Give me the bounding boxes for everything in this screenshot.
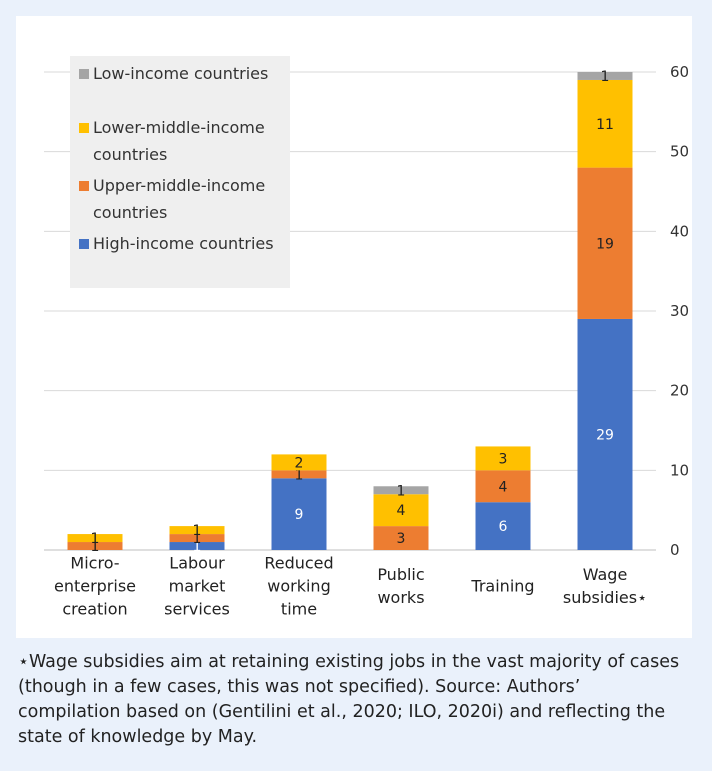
bar-segment-1-1 <box>169 534 225 543</box>
data-label-4-2: 3 <box>499 451 508 467</box>
x-category-label-3: Public works <box>377 565 424 607</box>
figure-frame: 0 10 20 30 40 50 60 1 1 Micro-enterprise creation 1… <box>6 6 706 765</box>
x-category-label-line: creation <box>62 600 127 619</box>
x-category-label-4: Training <box>470 577 534 596</box>
bar-segment-5-1 <box>577 167 633 319</box>
bar-segment-1-0 <box>169 542 225 550</box>
legend-swatch-1 <box>79 123 89 133</box>
x-category-label-line: enterprise <box>54 577 136 596</box>
bar-segment-0-1 <box>67 542 123 550</box>
data-label-0-2: 1 <box>91 531 100 547</box>
data-label-3-2: 4 <box>397 503 406 519</box>
legend-entry-2: Upper-middle-income countries <box>93 176 265 222</box>
bar-segment-3-2 <box>373 494 429 527</box>
legend-entry-0: Low-income countries <box>93 64 268 83</box>
legend-entry-line: Low-income countries <box>93 64 268 83</box>
bar-segment-2-1 <box>271 470 327 479</box>
legend-entry-line: High-income countries <box>93 234 274 253</box>
bar-segment-4-0 <box>475 502 531 550</box>
x-category-label-line: services <box>164 600 230 619</box>
x-category-label-line: Public <box>377 565 424 584</box>
y-tick-label-60: 60 <box>670 63 689 81</box>
bar-segment-4-1 <box>475 470 531 503</box>
y-tick-label-40: 40 <box>670 222 689 240</box>
x-category-label-5: Wage subsidies⋆ <box>563 565 647 607</box>
legend-entry-line: Upper-middle-income <box>93 176 265 195</box>
x-category-label-0: Micro-enterprise creation <box>54 554 136 619</box>
data-label-3-3: 1 <box>397 483 406 499</box>
data-label-5-2: 11 <box>596 117 614 133</box>
bar-segment-4-2 <box>475 446 531 471</box>
x-category-label-line: time <box>281 600 317 619</box>
data-label-1-0: 1 <box>193 539 202 555</box>
bar-segment-1-2 <box>169 526 225 535</box>
data-label-2-2: 2 <box>295 455 304 471</box>
figure-note: ⋆Wage subsidies aim at retaining existin… <box>18 652 680 747</box>
x-category-label-line: working <box>267 577 330 596</box>
bar-segment-2-0 <box>271 478 327 550</box>
x-category-label-line: Micro- <box>70 554 119 573</box>
y-tick-label-10: 10 <box>670 461 689 479</box>
x-category-label-line: Reduced <box>264 554 333 573</box>
bar-segment-5-0 <box>577 318 633 550</box>
chart-panel: 0 10 20 30 40 50 60 1 1 Micro-enterprise creation 1… <box>16 16 692 638</box>
data-label-2-0: 9 <box>295 507 304 523</box>
legend-entry-1: Lower-middle-income countries <box>93 118 265 164</box>
data-label-4-0: 6 <box>499 519 508 535</box>
data-label-0-1: 1 <box>91 539 100 555</box>
data-label-2-1: 1 <box>295 467 304 483</box>
legend-entry-line: countries <box>93 203 167 222</box>
legend-swatch-2 <box>79 181 89 191</box>
data-label-4-1: 4 <box>499 479 508 495</box>
legend-swatch-3 <box>79 239 89 249</box>
legend-box <box>70 56 290 288</box>
bar-segment-5-2 <box>577 79 633 168</box>
x-category-label-line: Wage <box>583 565 628 584</box>
data-label-3-1: 3 <box>397 531 406 547</box>
y-tick-label-50: 50 <box>670 143 689 161</box>
x-category-label-line: market <box>169 577 226 596</box>
data-label-5-3: 1 <box>601 69 610 85</box>
data-label-5-1: 19 <box>596 236 614 252</box>
x-category-label-2: Reduced working time <box>264 554 333 619</box>
legend-swatch-0 <box>79 69 89 79</box>
y-tick-label-30: 30 <box>670 302 689 320</box>
data-label-5-0: 29 <box>596 427 614 443</box>
bar-segment-5-3 <box>577 72 633 80</box>
bar-segment-3-3 <box>373 486 429 495</box>
legend-entry-line: countries <box>93 145 167 164</box>
x-category-label-line: Labour <box>169 554 225 573</box>
legend-entry-3: High-income countries <box>93 234 274 253</box>
x-category-label-1: Labour market services <box>164 554 230 619</box>
bar-segment-3-1 <box>373 526 429 550</box>
x-category-label-line: subsidies⋆ <box>563 588 647 607</box>
y-tick-label-20: 20 <box>670 382 689 400</box>
data-label-1-1: 1 <box>193 531 202 547</box>
x-category-label-line: Training <box>470 577 534 596</box>
bar-segment-0-2 <box>67 534 123 543</box>
legend: Low-income countries Lower-middle-income c… <box>70 56 290 288</box>
data-label-1-2: 1 <box>193 523 202 539</box>
legend-entry-line: Lower-middle-income <box>93 118 265 137</box>
bar-segment-2-2 <box>271 454 327 471</box>
y-tick-label-0: 0 <box>670 541 680 559</box>
x-category-label-line: works <box>377 588 424 607</box>
